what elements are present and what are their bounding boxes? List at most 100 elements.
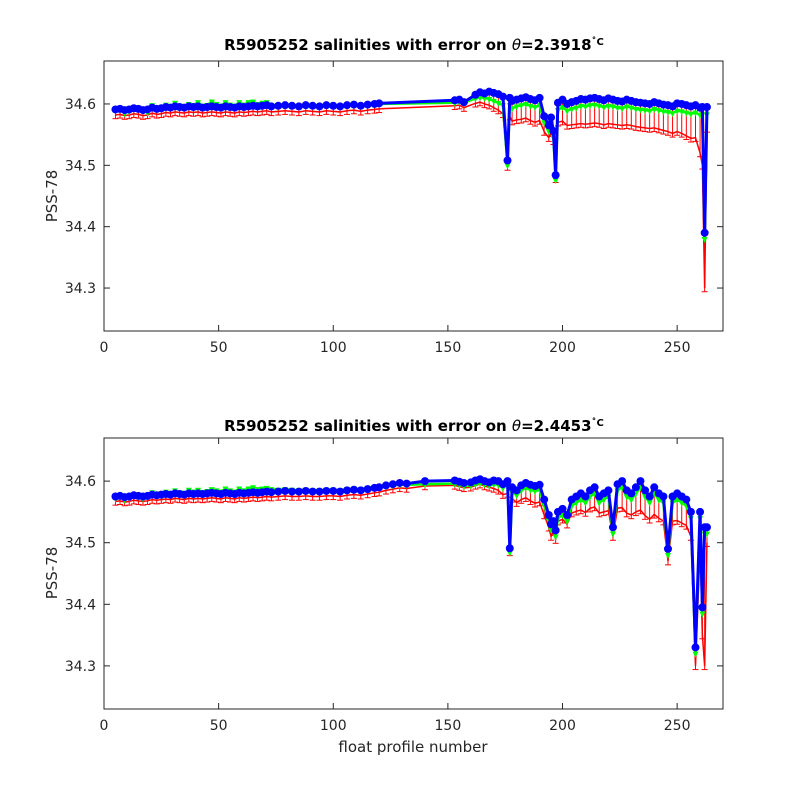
series-point-original <box>486 97 493 104</box>
series-point-salinity <box>686 507 695 516</box>
series-point-original <box>600 105 607 112</box>
series-point-salinity <box>636 477 645 486</box>
x-tick-label: 250 <box>664 340 691 356</box>
series-point-original <box>699 611 706 618</box>
series-point-original <box>522 101 529 108</box>
series-point-salinity <box>315 102 324 111</box>
series-point-salinity <box>375 483 384 492</box>
series-point-original <box>623 494 630 501</box>
series-point-salinity <box>267 488 276 497</box>
y-tick-label: 34.5 <box>65 536 96 552</box>
series-point-salinity <box>274 101 283 110</box>
axis-tick-labels: 0 50 100 150 200 250 34.3 34.4 34.5 34.6 <box>65 97 691 356</box>
series-point-original <box>605 103 612 110</box>
axis-ticks <box>103 438 723 709</box>
series-point-original <box>552 534 559 541</box>
y-tick-label: 34.4 <box>65 220 96 236</box>
y-tick-label: 34.6 <box>65 474 96 490</box>
series-point-original <box>646 108 653 115</box>
series-point-salinity <box>388 480 397 489</box>
series-point-salinity <box>563 510 572 519</box>
series-point-salinity <box>535 480 544 489</box>
series-point-original <box>513 104 520 111</box>
series-point-salinity <box>682 495 691 504</box>
series-point-original <box>692 110 699 117</box>
series-point-salinity <box>281 486 290 495</box>
series-point-salinity <box>395 478 404 487</box>
series-point-salinity <box>544 121 553 130</box>
y-tick-label: 34.3 <box>65 659 96 675</box>
series-point-salinity <box>700 228 709 237</box>
x-tick-label: 150 <box>435 340 462 356</box>
series-point-salinity <box>322 101 331 110</box>
series-point-salinity <box>343 486 352 495</box>
x-tick-label: 200 <box>549 718 576 734</box>
plot-marks <box>111 87 711 293</box>
series-point-original <box>623 104 630 111</box>
series-point-original <box>683 110 690 117</box>
series-point-original <box>701 236 708 243</box>
series-point-salinity <box>659 492 668 501</box>
series-point-original <box>678 500 685 507</box>
series-point-salinity <box>287 487 296 496</box>
chart-title: R5905252 salinities with error on θ=2.44… <box>224 417 604 435</box>
series-point-original <box>687 111 694 118</box>
series-point-salinity <box>503 156 512 165</box>
x-tick-label: 0 <box>100 718 109 734</box>
x-tick-label: 200 <box>549 340 576 356</box>
x-tick-label: 100 <box>320 340 347 356</box>
series-point-salinity <box>301 101 310 110</box>
plot-marks <box>111 475 711 671</box>
series-point-original <box>559 105 566 112</box>
series-point-original <box>692 651 699 658</box>
series-point-original <box>506 550 513 557</box>
axes-box <box>103 437 724 710</box>
series-point-salinity <box>618 477 627 486</box>
x-tick-label: 150 <box>435 718 462 734</box>
axis-ticks <box>103 61 723 331</box>
series-point-salinity <box>535 93 544 102</box>
series-point-salinity <box>549 126 558 135</box>
series-point-salinity <box>702 103 711 112</box>
series-point-original <box>577 497 584 504</box>
series-point-salinity <box>650 483 659 492</box>
series-point-salinity <box>505 544 514 553</box>
series-point-original <box>596 103 603 110</box>
y-tick-label: 34.5 <box>65 158 96 174</box>
series-point-salinity <box>343 101 352 110</box>
series-point-original <box>577 103 584 110</box>
series-point-original <box>532 105 539 112</box>
series-point-original <box>527 103 534 110</box>
series-point-salinity <box>663 544 672 553</box>
series-point-original <box>552 178 559 185</box>
series-point-salinity <box>363 485 372 494</box>
series-point-original <box>660 109 667 116</box>
series-point-salinity <box>459 98 468 107</box>
series-point-salinity <box>581 492 590 501</box>
series-point-salinity <box>381 481 390 490</box>
series-point-original <box>573 105 580 112</box>
series-point-original <box>587 103 594 110</box>
series-point-original <box>596 500 603 507</box>
series-point-salinity <box>375 99 384 108</box>
series-point-salinity <box>274 487 283 496</box>
series-point-original <box>614 105 621 112</box>
series-point-original <box>655 497 662 504</box>
series-point-original <box>669 111 676 118</box>
series-point-salinity <box>608 523 617 532</box>
series-point-salinity <box>294 102 303 111</box>
title-degree: ˚C <box>592 36 604 48</box>
series-point-salinity <box>308 101 317 110</box>
series-point-original <box>568 106 575 113</box>
x-tick-label: 50 <box>210 340 228 356</box>
series-point-salinity <box>627 489 636 498</box>
series-point-salinity <box>402 479 411 488</box>
series-point-salinity <box>544 510 553 519</box>
series-point-salinity <box>349 485 358 494</box>
chart-title: R5905252 salinities with error on θ=2.39… <box>224 36 604 54</box>
series-point-salinity <box>294 487 303 496</box>
series-point-original <box>481 95 488 102</box>
chart-panel-bottom: R5905252 salinities with error on θ=2.44… <box>43 417 724 756</box>
series-point-salinity <box>308 487 317 496</box>
